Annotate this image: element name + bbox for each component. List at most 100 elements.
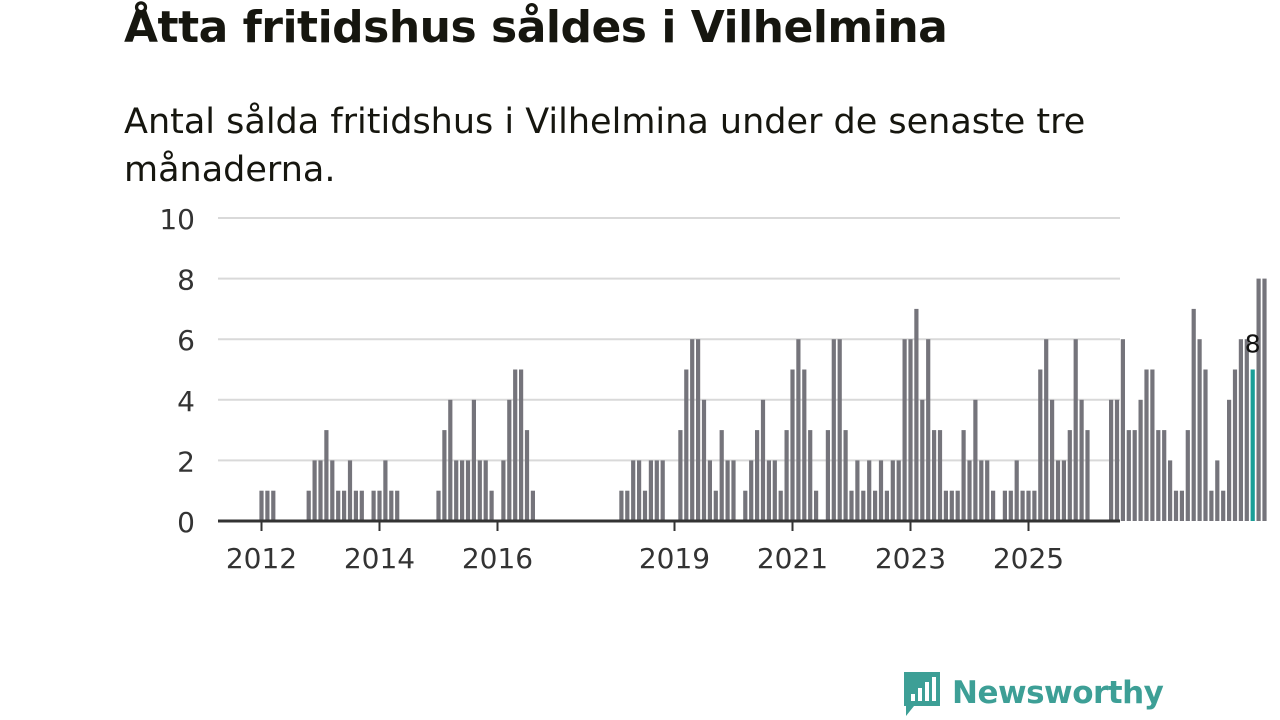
bar [749,460,754,521]
bar [471,399,476,521]
bar [802,369,807,521]
bar [324,430,329,521]
bar [1244,339,1249,521]
bar [755,430,760,521]
bar [1138,399,1143,521]
bar [719,430,724,521]
x-tick-label: 2012 [226,542,297,575]
bar [1215,460,1220,521]
bar [932,430,937,521]
chart-title: Åtta fritidshus såldes i Vilhelmina [124,2,948,53]
bar [725,460,730,521]
bar [690,339,695,521]
y-tick-label: 10 [159,203,195,236]
bar [808,430,813,521]
bar [1221,490,1226,521]
bar [772,460,777,521]
bar [1238,339,1243,521]
bar [796,339,801,521]
bar [389,490,394,521]
y-tick-label: 2 [177,445,195,478]
bar [371,490,376,521]
bar [1256,278,1261,521]
bar [867,460,872,521]
bar [436,490,441,521]
bar [878,460,884,521]
bar [330,460,335,521]
y-tick-label: 8 [177,264,195,297]
bar [908,339,913,521]
bar [265,490,270,521]
bar [790,369,795,521]
bar [524,430,530,521]
bar [377,490,382,521]
bar [914,308,919,521]
bar [1026,490,1031,521]
bar [507,399,512,521]
bar [766,460,771,521]
bar [1073,339,1078,521]
bar [442,430,447,521]
bar [513,369,518,521]
bar [1144,369,1149,521]
bar [979,460,984,521]
y-tick-label: 6 [177,324,195,357]
bar [383,460,388,521]
bar [837,339,842,521]
bar [1227,399,1232,521]
bar [477,460,482,521]
bar [1209,490,1214,521]
bar [1168,460,1173,521]
bar [943,490,948,521]
bar [967,460,972,521]
bar [1032,490,1037,521]
bar [902,339,907,521]
bar [701,399,707,521]
x-tick-label: 2016 [462,542,533,575]
bar [1044,339,1049,521]
bar [1203,369,1208,521]
bar [395,490,400,521]
bar [926,339,931,521]
bar [483,460,488,521]
bar [631,460,636,521]
bar [619,490,624,521]
bar [973,399,978,521]
bar [648,460,653,521]
bar [465,460,471,521]
y-tick-label: 0 [177,506,195,539]
bar [1008,490,1013,521]
bar [336,490,341,521]
bar [713,490,718,521]
bar [460,460,465,521]
chart-subtitle: Antal sålda fritidshus i Vilhelmina unde… [124,102,1086,190]
bar [312,460,317,521]
bar [637,460,642,521]
bar [696,339,701,521]
bar [660,460,665,521]
bar [1038,369,1043,521]
x-tick-label: 2023 [875,542,946,575]
bar [1079,399,1084,521]
bar [642,490,648,521]
bar [920,399,925,521]
bar [501,460,506,521]
bar [1197,339,1202,521]
bar [1232,369,1238,521]
data-label: 8 [1245,330,1261,359]
bar [849,490,854,521]
bar [1185,430,1190,521]
bar [678,430,683,521]
bar [861,490,866,521]
newsworthy-logo-icon [904,672,940,716]
brand-name: Newsworthy [952,675,1164,711]
bar [814,490,819,521]
bar [654,460,659,521]
bar [1020,490,1025,521]
bar [855,460,860,521]
bar [684,369,689,521]
bar [985,460,990,521]
bar [530,490,535,521]
bar [1061,460,1066,521]
bar [342,490,347,521]
